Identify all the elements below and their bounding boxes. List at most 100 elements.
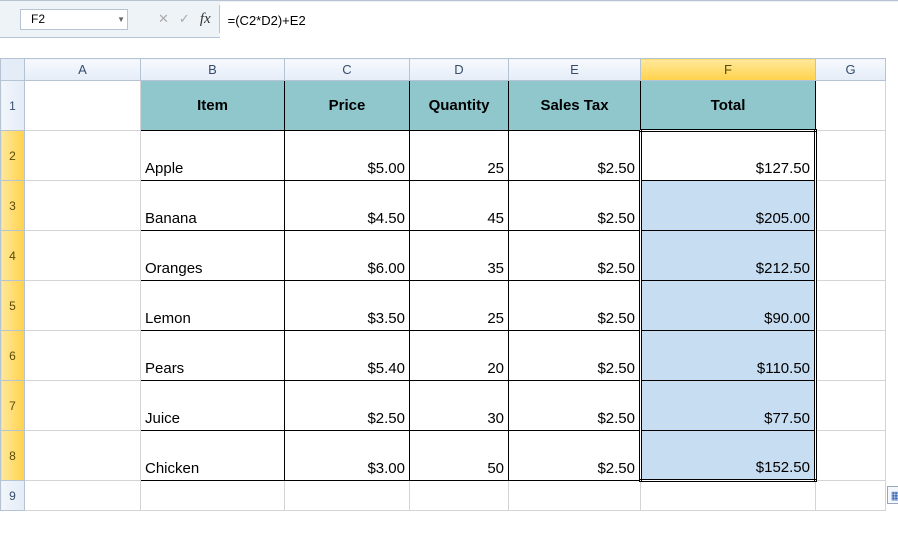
- table-row: 6 Pears $5.40 20 $2.50 $110.50: [1, 331, 886, 381]
- column-header-row: A B C D E F G: [1, 59, 886, 81]
- cell-B5[interactable]: Lemon: [141, 281, 285, 331]
- cell-G9[interactable]: [816, 481, 886, 511]
- col-header-A[interactable]: A: [25, 59, 141, 81]
- row-header-1[interactable]: 1: [1, 81, 25, 131]
- cell-G3[interactable]: [816, 181, 886, 231]
- cell-F1[interactable]: Total: [641, 81, 816, 131]
- cell-G8[interactable]: ▦ +: [816, 431, 886, 481]
- row-header-9[interactable]: 9: [1, 481, 25, 511]
- cell-D4[interactable]: 35: [410, 231, 509, 281]
- cell-F6[interactable]: $110.50: [641, 331, 816, 381]
- name-box-dropdown-icon[interactable]: ▼: [117, 15, 125, 24]
- cell-A9[interactable]: [25, 481, 141, 511]
- col-header-E[interactable]: E: [509, 59, 641, 81]
- table-row: 7 Juice $2.50 30 $2.50 $77.50: [1, 381, 886, 431]
- cell-A4[interactable]: [25, 231, 141, 281]
- cell-E9[interactable]: [509, 481, 641, 511]
- cell-C8[interactable]: $3.00: [285, 431, 410, 481]
- cell-C7[interactable]: $2.50: [285, 381, 410, 431]
- table-row: 9: [1, 481, 886, 511]
- cell-E8[interactable]: $2.50: [509, 431, 641, 481]
- cell-B8[interactable]: Chicken: [141, 431, 285, 481]
- table-row: 1 Item Price Quantity Sales Tax Total: [1, 81, 886, 131]
- cell-E6[interactable]: $2.50: [509, 331, 641, 381]
- row-header-7[interactable]: 7: [1, 381, 25, 431]
- confirm-icon[interactable]: ✓: [179, 11, 190, 27]
- cell-A1[interactable]: [25, 81, 141, 131]
- cell-E7[interactable]: $2.50: [509, 381, 641, 431]
- cell-F8[interactable]: $152.50: [641, 431, 816, 481]
- row-header-3[interactable]: 3: [1, 181, 25, 231]
- cell-F9[interactable]: [641, 481, 816, 511]
- cell-G2[interactable]: [816, 131, 886, 181]
- cell-G6[interactable]: [816, 331, 886, 381]
- name-box[interactable]: F2 ▼: [20, 9, 128, 30]
- cell-G1[interactable]: [816, 81, 886, 131]
- cell-B3[interactable]: Banana: [141, 181, 285, 231]
- spreadsheet-grid[interactable]: A B C D E F G 1 Item Price Quantity Sale…: [0, 58, 898, 511]
- cell-F4[interactable]: $212.50: [641, 231, 816, 281]
- row-header-6[interactable]: 6: [1, 331, 25, 381]
- cell-D3[interactable]: 45: [410, 181, 509, 231]
- cell-D7[interactable]: 30: [410, 381, 509, 431]
- cell-G4[interactable]: [816, 231, 886, 281]
- cell-D2[interactable]: 25: [410, 131, 509, 181]
- col-header-B[interactable]: B: [141, 59, 285, 81]
- cell-B6[interactable]: Pears: [141, 331, 285, 381]
- col-header-F[interactable]: F: [641, 59, 816, 81]
- cancel-icon[interactable]: ✕: [158, 11, 169, 27]
- row-header-8[interactable]: 8: [1, 431, 25, 481]
- cell-B9[interactable]: [141, 481, 285, 511]
- cell-E4[interactable]: $2.50: [509, 231, 641, 281]
- row-header-2[interactable]: 2: [1, 131, 25, 181]
- cell-F3[interactable]: $205.00: [641, 181, 816, 231]
- col-header-D[interactable]: D: [410, 59, 509, 81]
- cell-C1[interactable]: Price: [285, 81, 410, 131]
- cell-E3[interactable]: $2.50: [509, 181, 641, 231]
- cell-A2[interactable]: [25, 131, 141, 181]
- row-header-4[interactable]: 4: [1, 231, 25, 281]
- cell-A7[interactable]: [25, 381, 141, 431]
- cell-F7[interactable]: $77.50: [641, 381, 816, 431]
- cell-C6[interactable]: $5.40: [285, 331, 410, 381]
- cell-A8[interactable]: [25, 431, 141, 481]
- cell-D9[interactable]: [410, 481, 509, 511]
- name-box-value: F2: [31, 12, 45, 26]
- cell-B4[interactable]: Oranges: [141, 231, 285, 281]
- cell-C4[interactable]: $6.00: [285, 231, 410, 281]
- cell-E2[interactable]: $2.50: [509, 131, 641, 181]
- table-row: 8 Chicken $3.00 50 $2.50 $152.50 ▦ +: [1, 431, 886, 481]
- fx-icon[interactable]: fx: [200, 11, 211, 28]
- autofill-options-icon[interactable]: ▦ +: [887, 486, 898, 504]
- cell-B7[interactable]: Juice: [141, 381, 285, 431]
- table-row: 3 Banana $4.50 45 $2.50 $205.00: [1, 181, 886, 231]
- formula-input[interactable]: [220, 2, 898, 38]
- cell-G5[interactable]: [816, 281, 886, 331]
- cell-G7[interactable]: [816, 381, 886, 431]
- table-row: 4 Oranges $6.00 35 $2.50 $212.50: [1, 231, 886, 281]
- cell-A6[interactable]: [25, 331, 141, 381]
- cell-C9[interactable]: [285, 481, 410, 511]
- cell-B1[interactable]: Item: [141, 81, 285, 131]
- cell-F5[interactable]: $90.00: [641, 281, 816, 331]
- cell-E5[interactable]: $2.50: [509, 281, 641, 331]
- table-row: 5 Lemon $3.50 25 $2.50 $90.00: [1, 281, 886, 331]
- cell-D6[interactable]: 20: [410, 331, 509, 381]
- cell-E1[interactable]: Sales Tax: [509, 81, 641, 131]
- cell-A5[interactable]: [25, 281, 141, 331]
- cell-C3[interactable]: $4.50: [285, 181, 410, 231]
- cell-B2[interactable]: Apple: [141, 131, 285, 181]
- autofill-glyph: ▦: [891, 489, 898, 502]
- cell-C2[interactable]: $5.00: [285, 131, 410, 181]
- cell-C5[interactable]: $3.50: [285, 281, 410, 331]
- col-header-G[interactable]: G: [816, 59, 886, 81]
- cell-D1[interactable]: Quantity: [410, 81, 509, 131]
- cell-D5[interactable]: 25: [410, 281, 509, 331]
- cell-D8[interactable]: 50: [410, 431, 509, 481]
- formula-bar: F2 ▼ ✕ ✓ fx: [0, 0, 898, 38]
- cell-F2[interactable]: $127.50: [641, 131, 816, 181]
- select-all-corner[interactable]: [1, 59, 25, 81]
- col-header-C[interactable]: C: [285, 59, 410, 81]
- row-header-5[interactable]: 5: [1, 281, 25, 331]
- cell-A3[interactable]: [25, 181, 141, 231]
